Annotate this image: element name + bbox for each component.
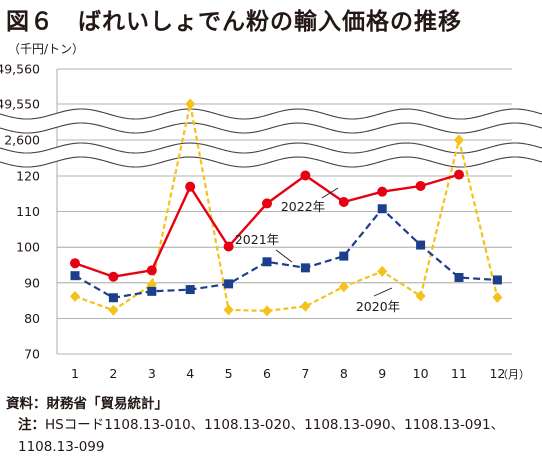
data-point — [300, 300, 311, 312]
data-point — [262, 305, 272, 317]
x-tick-label: 3 — [148, 366, 156, 381]
y-tick-label: 49,560 — [0, 62, 40, 77]
x-tick-label: 4 — [186, 366, 194, 381]
axis-break-band — [0, 109, 542, 133]
axis-break-band — [0, 143, 542, 167]
data-point — [223, 304, 234, 316]
data-point — [377, 204, 387, 214]
footnote-text: HSコード1108.13-010、1108.13-020、1108.13-090… — [18, 417, 505, 455]
annotation-leader — [321, 187, 339, 199]
y-tick-label: 120 — [16, 169, 40, 184]
data-point — [146, 265, 157, 276]
x-tick-label: 5 — [225, 366, 233, 381]
axis-break-line — [0, 122, 542, 134]
data-point — [454, 134, 464, 146]
data-point — [262, 198, 272, 209]
data-point — [185, 181, 196, 192]
axis-break-waves — [0, 108, 542, 168]
chart-title: 図６ ばれいしょでん粉の輸入価格の推移 — [6, 9, 462, 35]
series-line — [74, 207, 498, 299]
series-2021年 — [70, 204, 502, 303]
series-2020年 — [70, 98, 503, 317]
data-point — [108, 304, 119, 316]
data-point — [70, 258, 80, 269]
x-tick-label: 9 — [378, 366, 386, 381]
data-point — [300, 170, 311, 181]
y-tick-label: 90 — [24, 275, 40, 290]
axis-break-line — [0, 142, 542, 154]
data-point — [492, 275, 502, 285]
data-point — [492, 291, 503, 303]
series-annotations: 2022年 2021年 2020年 — [235, 187, 400, 314]
x-tick-label: 8 — [340, 366, 348, 381]
y-tick-label: 80 — [24, 311, 40, 326]
footnote-label: 注： — [18, 417, 45, 433]
x-tick-label: 10 — [413, 366, 429, 381]
data-point — [224, 279, 234, 289]
x-tick-label: 11 — [451, 366, 467, 381]
x-tick-label: 7 — [301, 366, 309, 381]
y-tick-labels: 70 80 90 100 110 120 2,600 49,550 49,560 — [0, 62, 40, 362]
data-point — [454, 272, 464, 282]
data-point — [338, 196, 349, 207]
x-tick-label: 12 — [489, 366, 505, 381]
x-tick-label: 6 — [263, 366, 271, 381]
data-point — [339, 251, 349, 261]
data-point — [377, 186, 388, 197]
y-tick-label: 100 — [16, 240, 40, 255]
data-point — [262, 257, 272, 267]
y-tick-label: 70 — [24, 347, 40, 362]
series-label: 2022年 — [281, 199, 325, 214]
annotation-leader — [275, 249, 293, 263]
data-point — [223, 241, 234, 252]
axis-break-line — [0, 156, 542, 168]
footnote: 注：HSコード1108.13-010、1108.13-020、1108.13-0… — [18, 414, 540, 458]
data-point — [185, 98, 196, 110]
annotation-leader — [373, 287, 393, 297]
y-tick-label: 49,550 — [0, 97, 40, 112]
axis-break-line — [0, 108, 542, 120]
data-point — [185, 285, 195, 295]
data-point — [108, 271, 119, 282]
y-tick-label: 110 — [16, 204, 40, 219]
y-tick-label: 2,600 — [4, 133, 40, 148]
series-line — [74, 103, 499, 313]
data-point — [415, 180, 426, 191]
data-point — [415, 290, 426, 302]
series-2022年 — [70, 169, 464, 282]
data-point — [377, 265, 388, 277]
data-point — [70, 271, 80, 281]
y-axis-unit: （千円/トン） — [8, 42, 85, 56]
data-point — [108, 293, 118, 303]
data-point — [338, 281, 349, 293]
source-note: 資料：財務省「貿易統計」 — [6, 396, 168, 412]
data-point — [300, 263, 310, 273]
data-point — [416, 240, 426, 250]
x-tick-label: 2 — [109, 366, 117, 381]
x-axis-unit: （月） — [497, 368, 530, 381]
series-lines — [70, 98, 503, 317]
series-label: 2020年 — [356, 299, 400, 314]
x-tick-labels: 1 2 3 4 5 6 7 8 9 10 11 12（月） — [71, 366, 530, 381]
x-tick-label: 1 — [71, 366, 79, 381]
data-point — [454, 169, 464, 180]
data-point — [147, 286, 157, 296]
series-label: 2021年 — [235, 232, 279, 247]
data-point — [70, 290, 80, 302]
